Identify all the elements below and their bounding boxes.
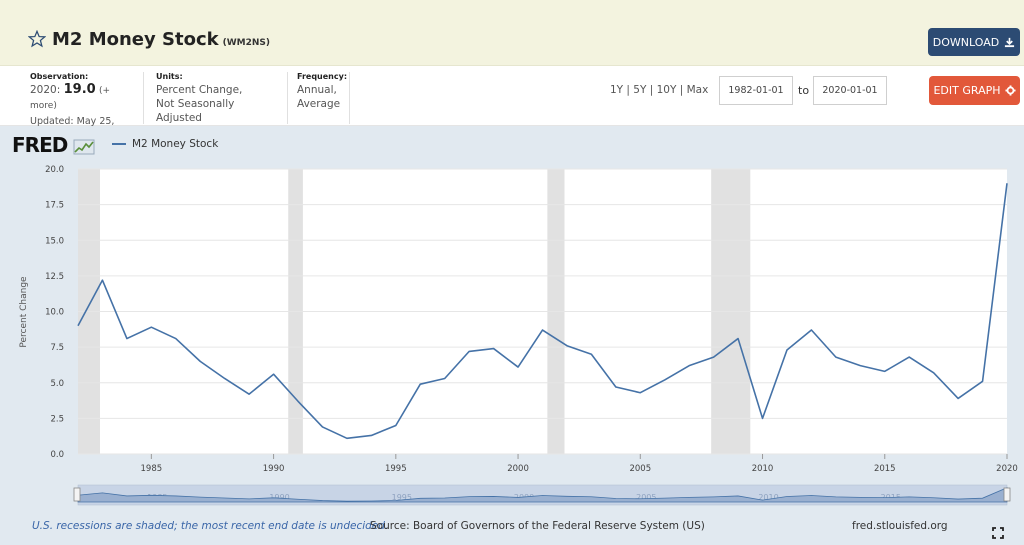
y-tick-label: 15.0	[45, 236, 64, 246]
fullscreen-icon[interactable]	[992, 527, 1004, 539]
start-date-input[interactable]: 1982-01-01	[719, 76, 793, 105]
y-tick-label: 2.5	[50, 414, 64, 424]
x-tick-label: 1995	[385, 464, 407, 474]
x-tick-label: 1990	[263, 464, 285, 474]
navigator-tick-label: 2005	[636, 493, 656, 502]
edit-graph-button[interactable]: EDIT GRAPH	[929, 76, 1020, 105]
navigator-area	[77, 487, 1008, 503]
navigator-right-handle[interactable]	[1003, 487, 1011, 502]
navigator-tick-label: 2010	[758, 493, 778, 502]
y-tick-label: 20.0	[45, 165, 64, 175]
observation-more-link[interactable]: (+ more)	[30, 86, 111, 111]
y-tick-label: 0.0	[50, 450, 64, 460]
series-layer	[77, 183, 1008, 440]
observation-value: 2020: 19.0 (+ more)	[30, 83, 135, 113]
download-button[interactable]: DOWNLOAD	[928, 28, 1020, 56]
y-axis-label: Percent Change	[19, 276, 29, 348]
series-line	[77, 183, 1008, 440]
y-tick-label: 10.0	[45, 308, 64, 318]
to-label: to	[798, 84, 810, 97]
recession-note: U.S. recessions are shaded; the most rec…	[32, 520, 389, 532]
site-link[interactable]: fred.stlouisfed.org	[852, 520, 948, 532]
title-bar: M2 Money Stock (WM2NS) DOWNLOAD	[0, 0, 1024, 66]
navigator-tick-label: 1995	[392, 493, 412, 502]
chart-legend: M2 Money Stock	[112, 138, 218, 150]
legend-label: M2 Money Stock	[132, 138, 219, 150]
x-tick-label: 2015	[874, 464, 896, 474]
y-tick-label: 7.5	[50, 343, 64, 353]
page-title: M2 Money Stock (WM2NS)	[52, 29, 270, 50]
x-tick-label: 2005	[629, 464, 651, 474]
navigator-left-handle[interactable]	[73, 487, 81, 502]
range-selector[interactable]: 1Y | 5Y | 10Y | Max	[610, 84, 709, 96]
y-tick-label: 12.5	[45, 272, 64, 282]
x-tick-label: 2000	[507, 464, 529, 474]
x-tick-label: 2020	[996, 464, 1018, 474]
fred-logo: FRED	[12, 133, 95, 157]
legend-swatch	[112, 143, 126, 145]
units-label: Units:	[156, 72, 183, 81]
end-date-input[interactable]: 2020-01-01	[813, 76, 887, 105]
units-panel: Units: Percent Change, Not Seasonally Ad…	[156, 72, 288, 124]
units-line1: Percent Change,	[156, 84, 243, 96]
observation-period: 2020:	[30, 84, 61, 96]
fred-graph-icon	[73, 139, 95, 154]
y-tick-layer: 0.0 2.5 5.0 7.5 10.0 12.5 15.0 17.5 20.0	[45, 165, 64, 460]
edit-graph-label: EDIT GRAPH	[933, 84, 1001, 97]
frequency-line1: Annual,	[297, 84, 337, 96]
frequency-line2: Average	[297, 98, 341, 110]
frequency-panel: Frequency: Annual, Average	[297, 72, 350, 124]
series-id: (WM2NS)	[222, 38, 270, 48]
x-tick-layer: 1985 1990 1995 2000 2005 2010 2015 2020	[141, 454, 1018, 474]
download-icon	[1005, 37, 1015, 47]
navigator-tick-label: 1990	[269, 493, 289, 502]
y-tick-label: 17.5	[45, 201, 64, 211]
gear-icon	[1004, 85, 1016, 96]
series-title: M2 Money Stock	[52, 29, 219, 50]
download-label: DOWNLOAD	[932, 35, 1000, 49]
grid-layer	[78, 168, 1007, 455]
star-icon[interactable]	[28, 30, 46, 48]
x-tick-label: 2010	[752, 464, 774, 474]
observation-label: Observation:	[30, 72, 89, 81]
y-tick-label: 5.0	[50, 379, 64, 389]
source-note: Source: Board of Governors of the Federa…	[370, 520, 705, 532]
x-tick-label: 1985	[141, 464, 163, 474]
fred-logo-text: FRED	[12, 133, 68, 157]
units-line2: Not Seasonally Adjusted	[156, 98, 235, 124]
frequency-label: Frequency:	[297, 72, 348, 81]
observation-number: 19.0	[63, 82, 96, 97]
